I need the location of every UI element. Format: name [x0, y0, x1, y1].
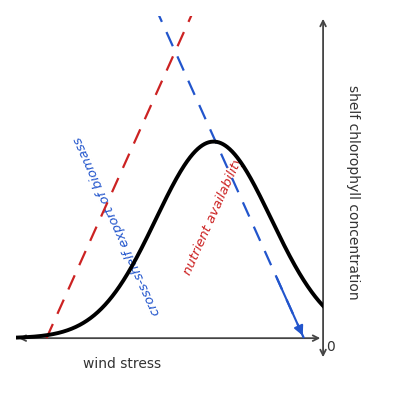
Text: wind stress: wind stress — [83, 357, 161, 371]
Text: nutrient availability: nutrient availability — [181, 154, 246, 277]
Text: cross-shelf export of biomass: cross-shelf export of biomass — [72, 135, 163, 318]
Text: shelf chlorophyll concentration: shelf chlorophyll concentration — [346, 85, 360, 299]
Text: 0: 0 — [326, 340, 335, 354]
